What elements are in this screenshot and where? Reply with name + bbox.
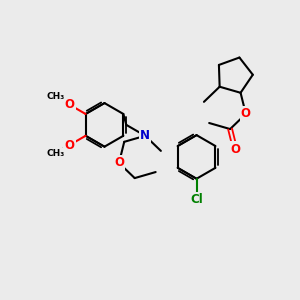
Text: O: O	[64, 139, 75, 152]
Text: Cl: Cl	[190, 193, 203, 206]
Text: N: N	[140, 129, 150, 142]
Text: O: O	[241, 107, 251, 120]
Text: CH₃: CH₃	[46, 92, 64, 101]
Text: O: O	[230, 143, 240, 156]
Text: O: O	[64, 98, 75, 111]
Text: CH₃: CH₃	[46, 149, 64, 158]
Text: O: O	[114, 157, 124, 169]
